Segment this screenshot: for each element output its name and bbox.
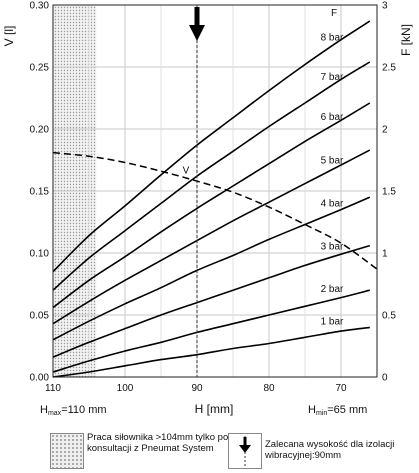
x-tick-label: 110 <box>45 383 61 394</box>
y-left-tick-label: 0.15 <box>30 187 50 198</box>
recommended-height-swatch <box>228 433 262 469</box>
series-label-v: V <box>183 165 190 176</box>
h-max-label: Hmax=110 mm <box>40 404 107 417</box>
recommended-height-legend-text: Zalecana wysokość dla izolacji wibracyjn… <box>265 439 395 461</box>
h-min-label: Hmin=65 mm <box>308 404 367 417</box>
series-line-5-bar <box>52 149 371 325</box>
series-label: 5 bar <box>321 155 344 166</box>
series-line-8-bar <box>52 20 371 273</box>
recommended-height-arrow-icon <box>189 7 205 41</box>
y-right-tick-label: 2.5 <box>382 63 396 74</box>
series-line-7-bar <box>52 61 371 291</box>
series-line-2-bar <box>52 289 370 373</box>
series-label: 2 bar <box>321 284 344 295</box>
y-left-tick-label: 0.10 <box>30 249 50 260</box>
y-left-axis-title: V [l] <box>2 26 16 47</box>
series-label: 4 bar <box>321 199 344 210</box>
x-tick-label: 100 <box>117 383 134 394</box>
tick-labels: 110 100 90 80 70 0.00 0.05 0.10 0.15 0.20 0.25 0.30… <box>30 1 397 395</box>
y-right-tick-label: 3 <box>382 1 388 12</box>
series-label: 6 bar <box>321 112 344 123</box>
x-tick-label: 70 <box>335 383 347 394</box>
plot-frame <box>52 4 378 378</box>
y-left-tick-label: 0.00 <box>30 373 50 384</box>
y-left-tick-label: 0.05 <box>30 311 50 322</box>
y-right-axis-title: F [kN] <box>399 24 413 56</box>
x-tick-label: 80 <box>263 383 275 394</box>
series-line-1-bar <box>52 326 370 378</box>
x-tick-label: 90 <box>191 383 203 394</box>
series-line-4-bar <box>52 196 371 341</box>
y-right-tick-label: 1 <box>382 249 388 260</box>
series-line-6-bar <box>52 102 371 309</box>
restricted-zone-legend-text: Praca siłownika >104mm tylko po konsulta… <box>87 432 229 454</box>
restricted-zone-swatch <box>50 433 84 469</box>
y-right-tick-label: 0 <box>382 373 388 384</box>
f-axis-marker: F <box>331 8 337 19</box>
series-label: 1 bar <box>321 317 344 328</box>
y-right-tick-label: 2 <box>382 125 388 136</box>
series-label: 8 bar <box>321 33 344 44</box>
y-right-tick-label: 0.5 <box>382 311 396 322</box>
arrow-down-icon <box>239 436 251 466</box>
series-label: 3 bar <box>321 242 344 253</box>
y-left-tick-label: 0.30 <box>30 1 50 12</box>
series-line-3-bar <box>52 244 371 358</box>
series-labels: 8 bar 7 bar 6 bar 5 bar 4 bar 3 bar 2 bar 1 bar… <box>183 8 344 328</box>
arrow-head <box>189 25 205 41</box>
y-left-tick-label: 0.25 <box>30 63 50 74</box>
x-axis-title: H [mm] <box>195 402 234 416</box>
y-right-tick-label: 1.5 <box>382 187 396 198</box>
series-line-v <box>52 151 378 270</box>
series-lines <box>52 20 378 378</box>
series-label: 7 bar <box>321 72 344 83</box>
y-left-tick-label: 0.20 <box>30 125 50 136</box>
arrow-shaft <box>194 7 200 27</box>
